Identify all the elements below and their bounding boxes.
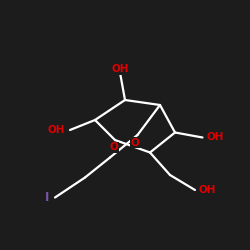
Text: OH: OH — [111, 64, 129, 74]
Text: I: I — [45, 191, 50, 204]
Text: OH: OH — [199, 185, 216, 195]
Text: O: O — [110, 142, 118, 152]
Text: OH: OH — [48, 125, 65, 135]
Text: O: O — [130, 138, 140, 147]
Text: OH: OH — [206, 132, 224, 142]
